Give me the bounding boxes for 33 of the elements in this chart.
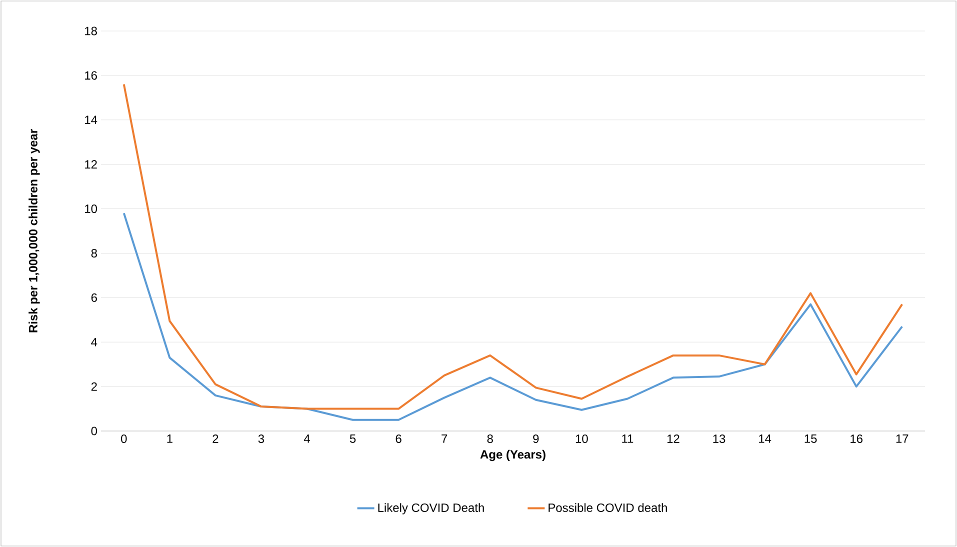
x-tick-label: 10 (576, 434, 588, 444)
x-tick-label: 12 (667, 434, 680, 443)
y-tick-label: 4 (91, 338, 98, 346)
y-tick-label: 0 (91, 426, 98, 436)
y-tick-label: 8 (91, 248, 97, 258)
x-tick-label: 8 (487, 434, 493, 444)
y-tick-label: 12 (85, 160, 97, 169)
y-tick-label: 16 (85, 71, 97, 80)
y-tick-label: 6 (91, 293, 97, 302)
x-tick-label: 9 (533, 434, 539, 444)
x-tick-label: 14 (759, 434, 772, 443)
x-tick-label: 17 (896, 434, 908, 443)
y-tick-label: 18 (85, 26, 97, 36)
x-tick-label: 6 (396, 434, 402, 444)
line-series (122, 212, 904, 421)
x-tick-label: 11 (622, 434, 634, 443)
x-tick-label: 2 (212, 434, 218, 443)
legend-label: Possible COVID death (548, 503, 667, 512)
x-tick-label: 4 (304, 434, 310, 443)
y-axis-title: Risk per 1,000,000 children per year (28, 129, 40, 332)
x-tick-label: 3 (258, 434, 264, 444)
x-tick-label: 16 (850, 434, 862, 444)
x-tick-label: 15 (804, 434, 817, 443)
y-tick-label: 14 (85, 116, 98, 124)
x-tick-label: 1 (167, 434, 172, 443)
x-axis-title: Age (Years) (480, 450, 546, 462)
legend-label: Likely COVID Death (378, 503, 484, 514)
x-tick-label: 0 (121, 434, 127, 444)
x-tick-label: 7 (442, 434, 448, 443)
x-tick-label: 13 (713, 434, 726, 444)
y-tick-label: 10 (85, 204, 98, 214)
y-tick-label: 2 (91, 382, 97, 391)
x-tick-label: 5 (350, 434, 356, 443)
